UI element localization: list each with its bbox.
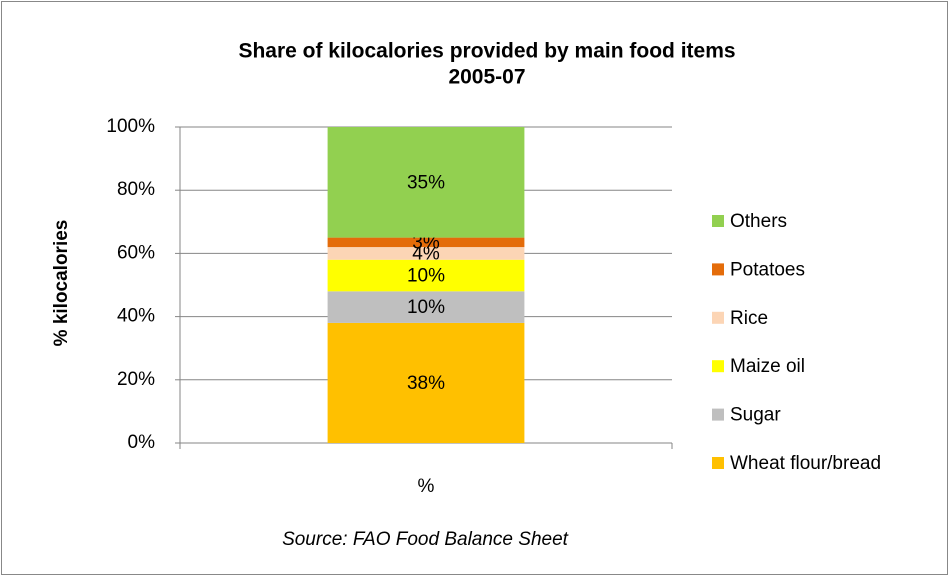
y-tick-label: 0%	[128, 432, 156, 453]
legend-swatch	[712, 408, 724, 421]
y-tick-label: 100%	[106, 116, 155, 137]
y-axis-title: % kilocalories	[51, 220, 72, 347]
data-label: 4%	[412, 243, 440, 264]
data-label: 10%	[407, 266, 445, 287]
legend-swatch	[712, 263, 724, 276]
chart-title: Share of kilocalories provided by main f…	[238, 40, 735, 63]
bar-segment	[327, 291, 525, 323]
legend-label: Maize oil	[730, 356, 805, 377]
legend-label: Others	[730, 211, 787, 232]
y-tick-label: 60%	[117, 242, 155, 263]
chart-title: 2005-07	[448, 66, 525, 89]
source-note: Source: FAO Food Balance Sheet	[282, 529, 569, 550]
x-tick-label: %	[418, 476, 435, 497]
legend-label: Wheat flour/bread	[730, 453, 881, 474]
legend-swatch	[712, 215, 724, 227]
bar-segment	[327, 259, 525, 292]
data-label: 10%	[407, 297, 445, 318]
data-label: 38%	[407, 373, 445, 394]
data-label: 3%	[412, 232, 440, 253]
bar-segment	[327, 127, 525, 238]
legend-label: Rice	[730, 308, 768, 329]
legend-swatch	[712, 311, 724, 324]
legend-label: Sugar	[730, 405, 781, 426]
legend-label: Potatoes	[730, 259, 805, 280]
y-tick-label: 20%	[117, 369, 155, 390]
legend-swatch	[712, 457, 724, 469]
bar-segment	[327, 237, 525, 248]
y-tick-label: 40%	[117, 306, 155, 327]
y-tick-label: 80%	[117, 179, 155, 200]
bar-segment	[327, 322, 525, 443]
bar-segment	[327, 247, 525, 260]
data-label: 35%	[407, 172, 445, 193]
legend-swatch	[712, 360, 724, 373]
